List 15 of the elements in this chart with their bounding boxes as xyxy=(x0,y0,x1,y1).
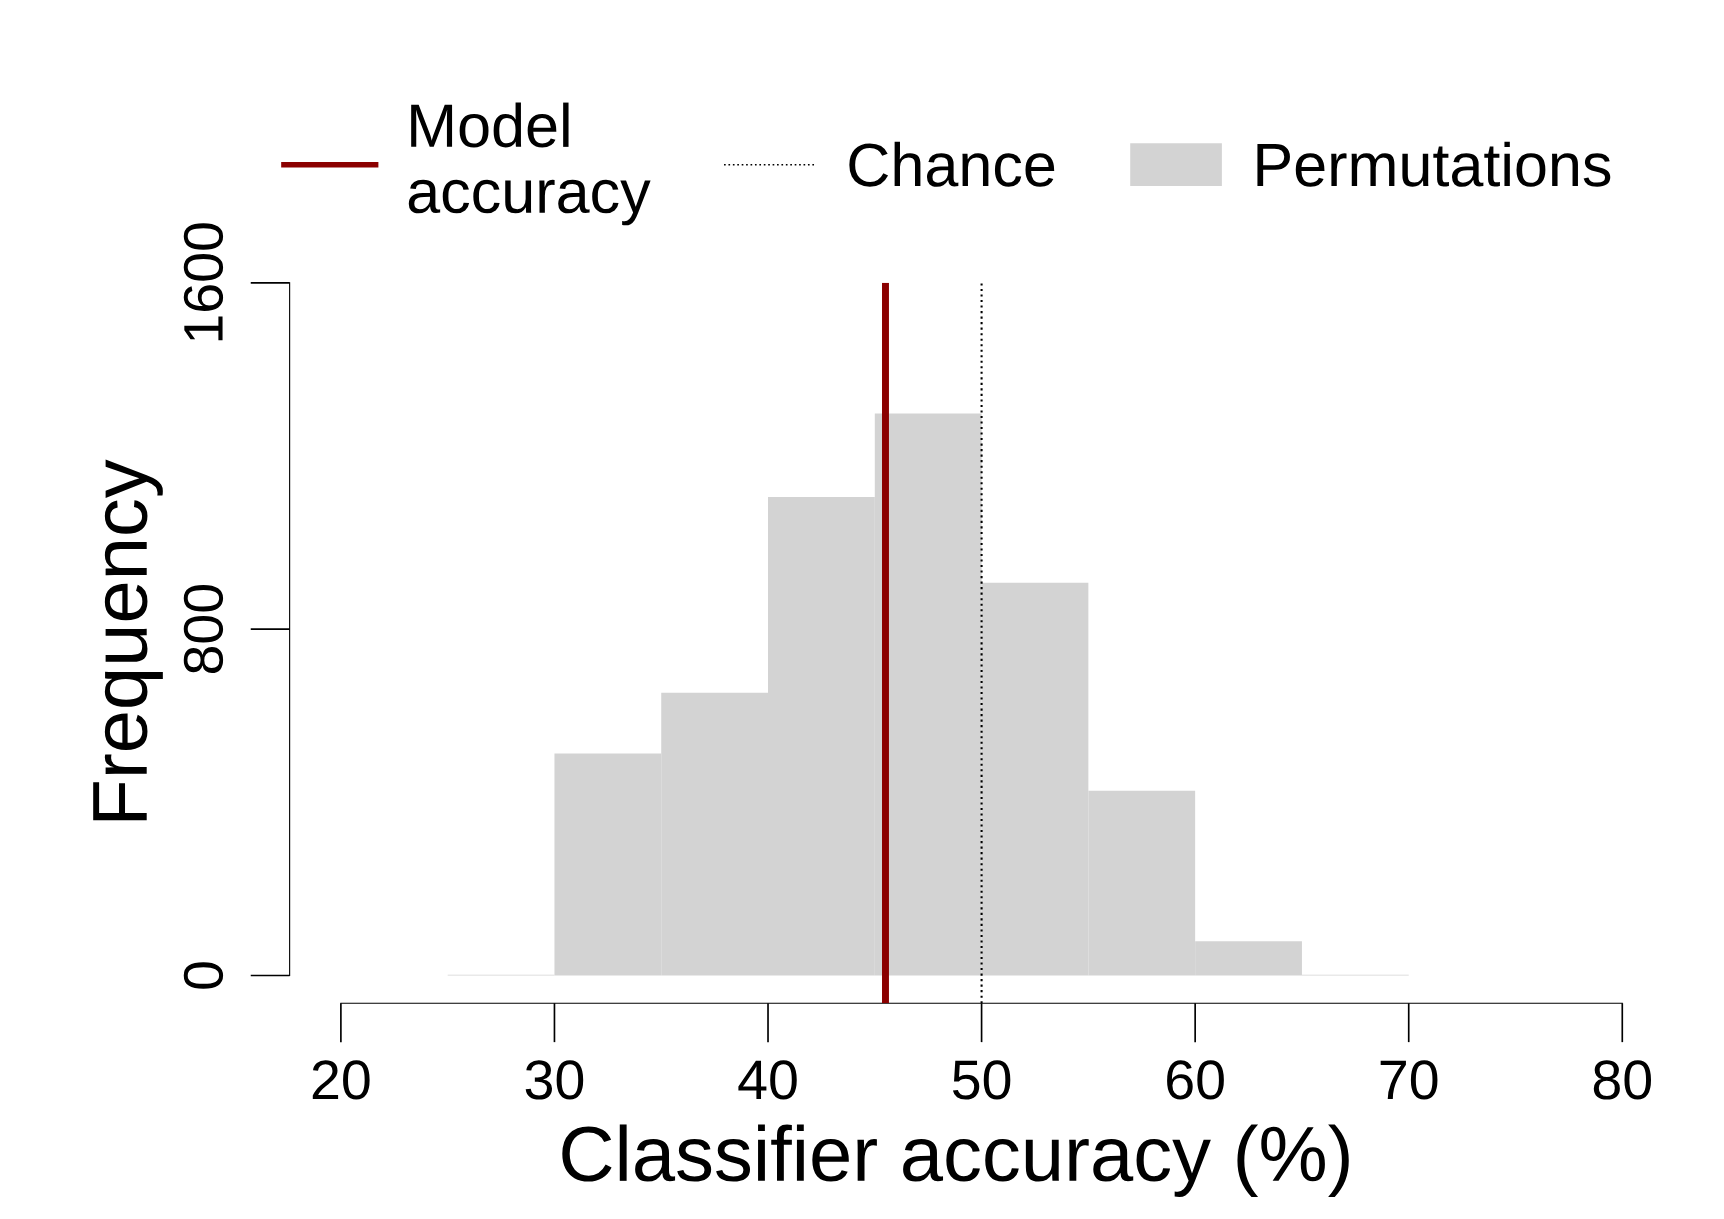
x-tick-label: 40 xyxy=(738,1060,797,1100)
x-tick-label: 20 xyxy=(312,1060,370,1100)
y-tick-label: 1600 xyxy=(183,223,224,341)
y-axis-title: Frequency xyxy=(93,459,163,821)
x-tick-label: 60 xyxy=(1167,1060,1224,1100)
x-tick-label: 50 xyxy=(952,1060,1011,1100)
x-tick-label: 80 xyxy=(1593,1060,1652,1100)
legend-label: Permutations xyxy=(1257,141,1611,187)
x-tick-label: 30 xyxy=(525,1060,584,1100)
x-tick-label: 70 xyxy=(1380,1060,1438,1100)
y-tick-label: 800 xyxy=(183,584,224,674)
x-axis-title: Classifier accuracy (%) xyxy=(562,1124,1349,1197)
y-tick-label: 0 xyxy=(183,962,224,989)
legend-label: Model accuracy xyxy=(408,102,651,226)
ref-line-label: Chance xyxy=(849,141,1055,187)
